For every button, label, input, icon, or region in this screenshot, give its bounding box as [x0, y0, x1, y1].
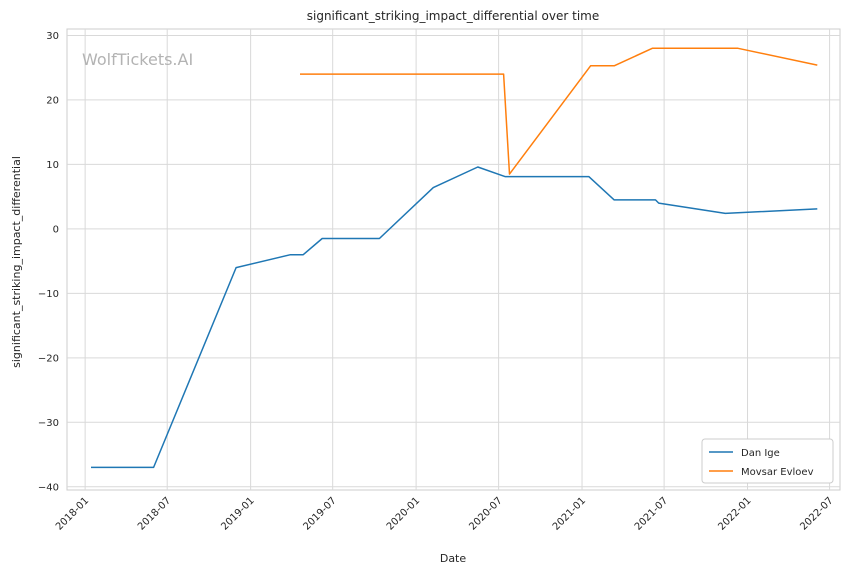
y-tick-label: 10 — [46, 160, 59, 171]
y-tick-label: −20 — [38, 353, 59, 364]
legend-label-dan-ige: Dan Ige — [741, 448, 780, 459]
x-tick-label: 2018-07 — [136, 495, 173, 532]
series-layer — [91, 47, 818, 469]
legend: Dan Ige Movsar Evloev — [701, 438, 834, 484]
legend-box — [701, 438, 834, 484]
x-tick-label: 2022-07 — [798, 495, 835, 532]
y-tick-label: 0 — [53, 224, 59, 235]
y-tick-label: 30 — [46, 31, 59, 42]
legend-label-movsar-evloev: Movsar Evloev — [741, 467, 814, 478]
watermark: WolfTickets.AI — [82, 50, 193, 69]
y-tick-label: −10 — [38, 289, 59, 300]
y-tick-label: −40 — [38, 482, 59, 493]
series-line-dan-ige — [91, 166, 818, 469]
x-tick-label: 2022-01 — [716, 495, 753, 532]
chart-title: significant_striking_impact_differential… — [307, 9, 599, 23]
y-axis-label: significant_striking_impact_differential — [10, 156, 23, 368]
series-line-movsar-evloev — [300, 47, 818, 175]
plot-area — [66, 28, 841, 491]
y-tick-label: 20 — [46, 95, 59, 106]
x-axis-label: Date — [440, 552, 467, 565]
x-tick-label: 2019-01 — [219, 495, 256, 532]
x-tick-label: 2018-01 — [54, 495, 91, 532]
x-tick-label: 2020-01 — [385, 495, 422, 532]
grid — [67, 29, 840, 490]
x-tick-label: 2021-07 — [633, 495, 670, 532]
x-tick-label: 2019-07 — [301, 495, 338, 532]
y-tick-label: −30 — [38, 418, 59, 429]
x-tick-label: 2021-01 — [551, 495, 588, 532]
x-tick-label: 2020-07 — [467, 495, 504, 532]
